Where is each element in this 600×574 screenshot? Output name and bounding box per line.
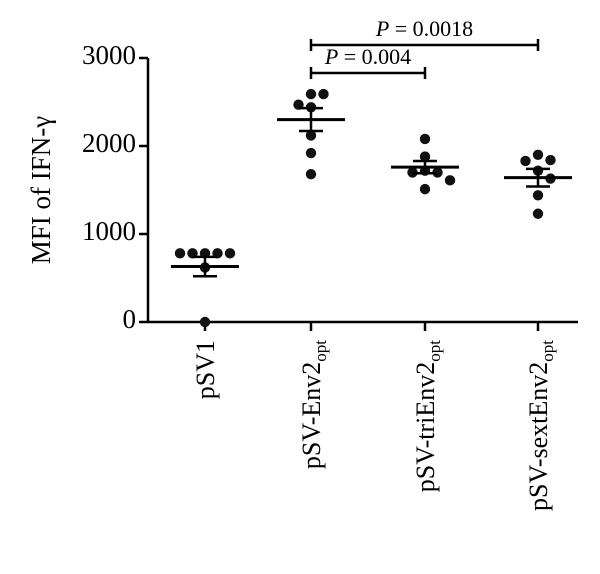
x-tick-label-main: pSV-sextEnv2 [524, 362, 553, 511]
data-point [305, 88, 317, 100]
data-point [199, 316, 211, 328]
y-tick-label: 3000 [82, 40, 136, 70]
axes [146, 58, 578, 324]
data-point [444, 175, 456, 186]
x-tick-label-main: pSV-Env2 [297, 362, 326, 469]
y-axis-label: MFI of IFN-γ [26, 116, 56, 265]
x-tick-label-main: pSV1 [191, 340, 220, 399]
y-tick-label: 1000 [82, 216, 136, 246]
x-tick-label: pSV-Env2opt [297, 340, 330, 469]
data-point [305, 147, 317, 159]
p-value: = 0.004 [338, 44, 411, 69]
data-point [318, 88, 329, 100]
x-tick-label: pSV-triEnv2opt [411, 340, 444, 493]
significance-label: P = 0.004 [324, 44, 411, 69]
x-ticks: pSV1 pSV-Env2optpSV-triEnv2optpSV-sextEnv… [191, 322, 557, 511]
data-point [407, 167, 418, 178]
data-point [532, 149, 544, 160]
y-tick-label: 0 [123, 304, 137, 334]
x-tick-label: pSV-sextEnv2opt [524, 340, 557, 511]
p-symbol: P [375, 16, 389, 41]
data-point [419, 151, 431, 162]
x-tick-label-subscript: opt [538, 340, 557, 362]
data-point [174, 248, 186, 259]
data-point [532, 190, 544, 201]
data-point [419, 183, 431, 195]
x-tick-label-main: pSV-triEnv2 [411, 362, 440, 493]
data-point [419, 133, 431, 145]
x-tick-label-subscript: opt [311, 340, 330, 362]
data-point [224, 248, 236, 259]
data-point [532, 208, 544, 219]
significance-bracket [309, 39, 540, 51]
p-value: = 0.0018 [389, 16, 473, 41]
x-tick-label: pSV1 [191, 340, 220, 399]
p-symbol: P [324, 44, 338, 69]
data-point [305, 130, 317, 141]
y-tick-label: 2000 [82, 128, 136, 158]
data-point [545, 154, 556, 166]
data-point [432, 167, 443, 178]
significance-bracket [309, 67, 427, 79]
data-point [305, 168, 317, 180]
data-point [520, 155, 531, 167]
x-tick-label-subscript: opt [425, 340, 444, 362]
data-groups [171, 88, 572, 328]
significance-label: P = 0.0018 [375, 16, 473, 41]
y-ticks: 0 1000 2000 3000 [82, 40, 148, 334]
